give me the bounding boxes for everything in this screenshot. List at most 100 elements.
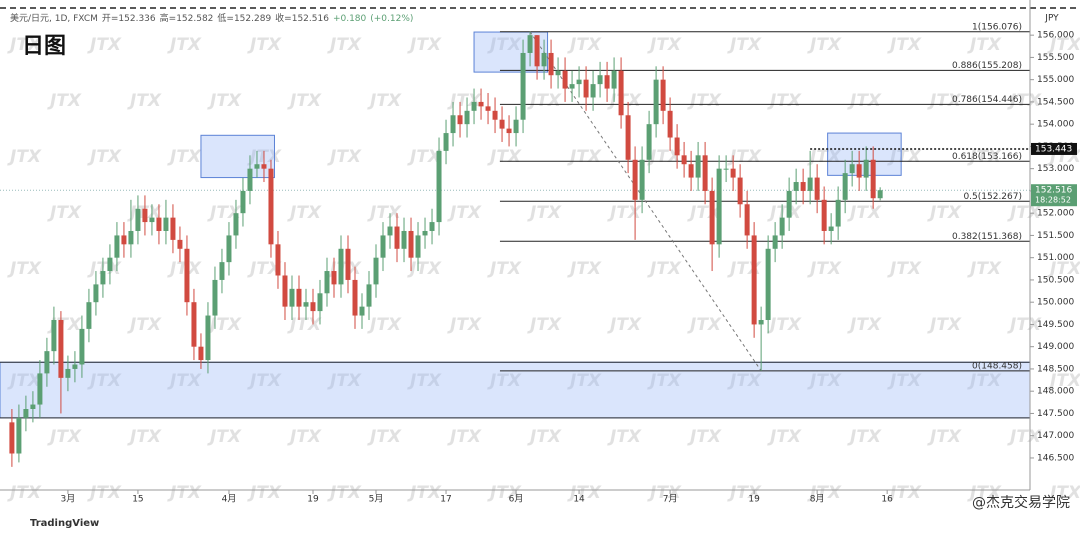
- candle-body: [625, 115, 631, 160]
- candle-body: [86, 302, 92, 329]
- watermark: JTX: [847, 203, 882, 223]
- y-tick-label: 153.000: [1037, 164, 1074, 174]
- watermark: JTX: [367, 315, 402, 335]
- watermark: JTX: [247, 371, 282, 391]
- candle-body: [387, 226, 393, 236]
- watermark: JTX: [207, 203, 242, 223]
- candle-body: [401, 230, 407, 249]
- watermark: JTX: [687, 91, 722, 111]
- watermark: JTX: [1007, 315, 1042, 335]
- candle-body: [611, 70, 617, 89]
- watermark: JTX: [487, 371, 522, 391]
- candle-body: [44, 351, 50, 374]
- watermark: JTX: [807, 259, 842, 279]
- candle-body: [380, 235, 386, 258]
- watermark: JTX: [847, 427, 882, 447]
- ohlc-label: 收=: [275, 12, 292, 24]
- candle-body: [618, 70, 624, 116]
- watermark: JTX: [87, 147, 122, 167]
- candle-body: [856, 164, 862, 178]
- candle-body: [366, 284, 372, 307]
- watermark: JTX: [447, 427, 482, 447]
- ohlc-label: 开=: [102, 13, 119, 24]
- candle-body: [65, 368, 71, 378]
- candle-body: [16, 417, 22, 454]
- watermark: JTX: [727, 35, 762, 55]
- fib-label: 0.886(155.208): [952, 61, 1022, 71]
- last-price-box: [1031, 184, 1077, 207]
- watermark: JTX: [607, 203, 642, 223]
- watermark: JTX: [407, 371, 442, 391]
- watermark: JTX: [727, 259, 762, 279]
- watermark: JTX: [767, 91, 802, 111]
- candle-body: [541, 52, 547, 67]
- candle-body: [408, 230, 414, 258]
- watermark: JTX: [407, 483, 442, 503]
- candle-body: [177, 239, 183, 249]
- ohlc-value: 152.516: [292, 14, 329, 24]
- ohlc-value: 152.582: [176, 14, 213, 24]
- watermark: JTX: [527, 91, 562, 111]
- candle-body: [779, 217, 785, 236]
- watermark: JTX: [887, 483, 922, 503]
- marker-label: 153.443: [1035, 144, 1072, 154]
- candle-body: [93, 284, 99, 303]
- watermark: JTX: [447, 91, 482, 111]
- candle-body: [674, 137, 680, 156]
- y-tick-label: 155.000: [1037, 75, 1074, 85]
- candle-body: [240, 190, 246, 214]
- x-tick-label: 19: [307, 495, 319, 505]
- candle-body: [100, 271, 106, 285]
- candle-body: [786, 190, 792, 218]
- swing-line: [529, 31, 762, 372]
- x-tick-label: 15: [132, 495, 143, 505]
- candle-body: [478, 101, 484, 107]
- candle-body: [394, 226, 400, 249]
- watermark: JTX: [607, 315, 642, 335]
- watermark: JTX: [887, 371, 922, 391]
- fib-label: 0(148.458): [972, 361, 1022, 371]
- watermark: JTX: [647, 259, 682, 279]
- candle-body: [58, 319, 64, 378]
- watermark: JTX: [807, 483, 842, 503]
- candle-body: [667, 110, 673, 138]
- y-tick-label: 156.000: [1037, 31, 1074, 41]
- watermark: JTX: [407, 147, 442, 167]
- candle-body: [79, 328, 85, 365]
- watermark: JTX: [7, 483, 42, 503]
- symbol-legend: 美元/日元, 1D, FXCM 开=152.336 高=152.582 低=152.2…: [10, 12, 413, 24]
- ohlc-value: 152.336: [118, 14, 155, 24]
- watermark: JTX: [7, 259, 42, 279]
- candle-body: [877, 190, 883, 199]
- watermark: JTX: [287, 203, 322, 223]
- candle-body: [646, 124, 652, 160]
- watermark: JTX: [887, 147, 922, 167]
- fib-label: 0.786(154.446): [952, 95, 1022, 105]
- candle-body: [254, 164, 260, 169]
- candle-body: [247, 168, 253, 191]
- y-tick-label: 148.500: [1037, 364, 1074, 374]
- watermark: JTX: [127, 427, 162, 447]
- ohlc-label: 高=: [160, 12, 177, 24]
- watermark: JTX: [167, 371, 202, 391]
- candle-body: [492, 110, 498, 120]
- candle-body: [51, 319, 57, 352]
- candle-body: [107, 257, 113, 272]
- watermark: JTX: [487, 259, 522, 279]
- y-tick-label: 154.000: [1037, 120, 1074, 130]
- candle-body: [604, 75, 610, 89]
- watermark: JTX: [247, 259, 282, 279]
- watermark: JTX: [607, 91, 642, 111]
- watermark: JTX: [87, 371, 122, 391]
- candle-body: [198, 346, 204, 361]
- candle-body: [261, 164, 267, 169]
- watermark: JTX: [1007, 427, 1042, 447]
- candle-body: [296, 288, 302, 307]
- candle-body: [555, 70, 561, 76]
- candle-body: [737, 177, 743, 205]
- candle-body: [324, 271, 330, 294]
- candle-body: [730, 168, 736, 178]
- candle-body: [156, 217, 162, 231]
- x-tick-label: 14: [573, 495, 585, 505]
- watermark: JTX: [927, 91, 962, 111]
